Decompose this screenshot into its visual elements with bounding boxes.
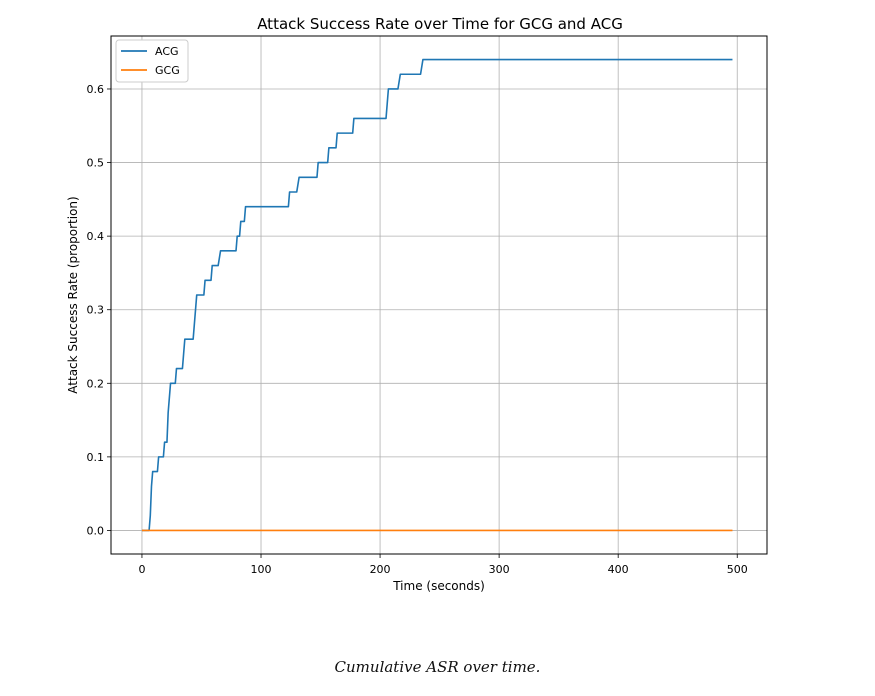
y-tick-label: 0.0 [87, 524, 105, 537]
series-lines [141, 58, 733, 532]
plot-frame [110, 35, 768, 555]
y-tick-label: 0.5 [87, 157, 105, 170]
legend-label-acg: ACG [155, 45, 179, 58]
figure-caption: Cumulative ASR over time. [334, 658, 541, 676]
y-axis-label: Attack Success Rate (proportion) [66, 196, 80, 393]
axis-ticks: 0 100 200 300 400 500 0.0 0.1 0.2 0.3 0.4 0.5 0.6 [87, 83, 748, 576]
chart-title: Attack Success Rate over Time for GCG an… [257, 15, 623, 33]
x-tick-label: 400 [608, 563, 629, 576]
x-tick-label: 200 [370, 563, 391, 576]
series-line-acg [141, 58, 733, 532]
x-tick-label: 100 [251, 563, 272, 576]
y-tick-label: 0.4 [87, 230, 105, 243]
legend: ACG GCG [115, 39, 189, 83]
chart: Attack Success Rate over Time for GCG an… [66, 15, 768, 593]
y-tick-label: 0.3 [87, 304, 105, 317]
x-tick-label: 0 [138, 563, 145, 576]
x-tick-label: 500 [727, 563, 748, 576]
legend-label-gcg: GCG [155, 64, 180, 77]
x-axis-label: Time (seconds) [392, 579, 485, 593]
x-tick-label: 300 [489, 563, 510, 576]
y-tick-label: 0.1 [87, 451, 105, 464]
y-tick-label: 0.2 [87, 377, 105, 390]
grid-lines [111, 36, 767, 554]
y-tick-label: 0.6 [87, 83, 105, 96]
